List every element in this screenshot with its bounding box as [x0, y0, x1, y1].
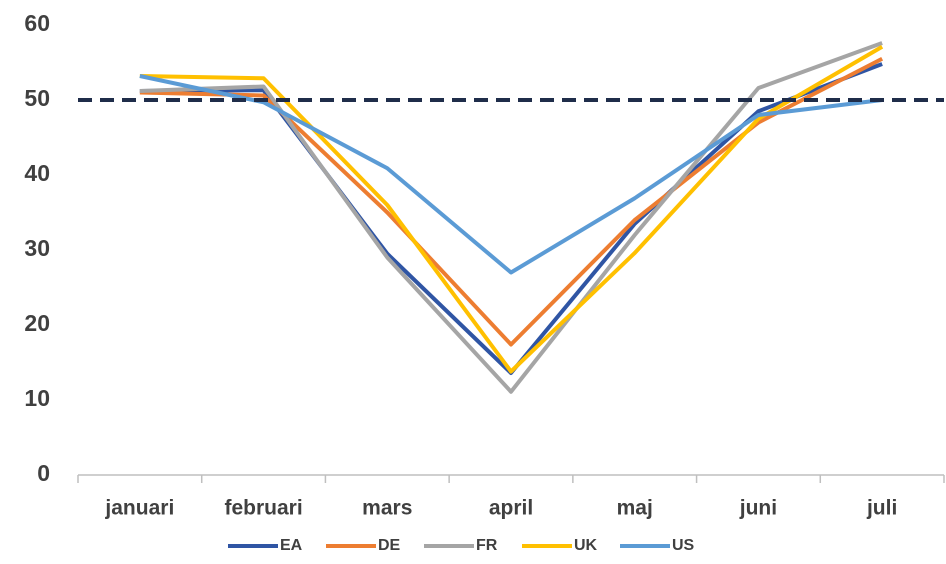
series-line	[139, 45, 884, 374]
series-line	[139, 41, 883, 394]
series-line	[139, 56, 884, 347]
x-tick-label: januari	[104, 497, 174, 520]
y-tick-label: 20	[24, 310, 50, 336]
legend-label: US	[672, 537, 695, 554]
x-tick-label: april	[489, 497, 533, 520]
y-tick-label: 30	[24, 235, 50, 261]
legend-label: EA	[280, 537, 303, 554]
legend-label: UK	[574, 537, 598, 554]
legend-label: FR	[476, 537, 498, 554]
x-tick-label: juli	[866, 497, 897, 520]
legend-label: DE	[378, 537, 401, 554]
x-tick-label: februari	[224, 497, 302, 520]
x-tick-label: maj	[617, 497, 653, 520]
y-tick-label: 40	[24, 160, 50, 186]
y-tick-label: 60	[24, 10, 50, 36]
y-tick-label: 0	[37, 460, 50, 486]
y-tick-label: 10	[24, 385, 50, 411]
y-tick-label: 50	[24, 85, 50, 111]
series-line	[139, 74, 883, 275]
x-tick-label: juni	[739, 497, 777, 520]
x-tick-label: mars	[362, 497, 412, 520]
